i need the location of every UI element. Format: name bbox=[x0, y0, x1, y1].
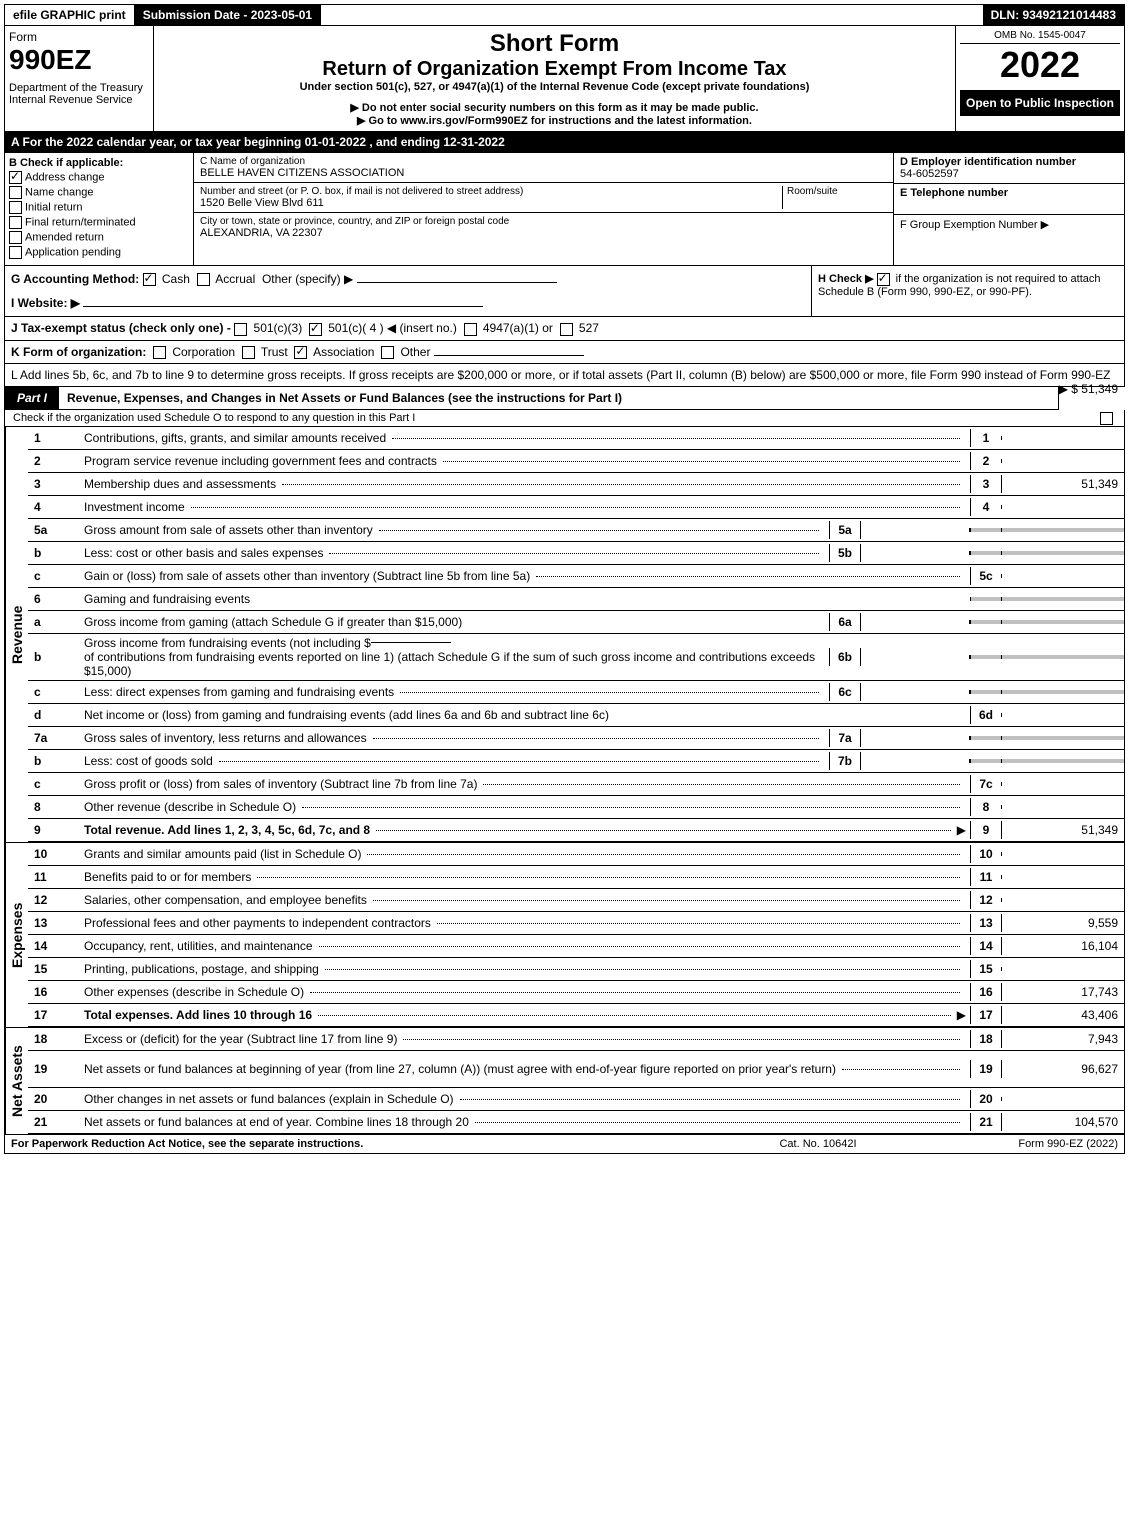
line-9-value: 51,349 bbox=[1001, 821, 1124, 839]
check-amended-return[interactable]: Amended return bbox=[9, 231, 189, 244]
net-assets-section: Net Assets 18Excess or (deficit) for the… bbox=[4, 1027, 1125, 1135]
ein-value: 54-6052597 bbox=[900, 168, 1118, 180]
city-label: City or town, state or province, country… bbox=[200, 216, 887, 227]
check-corporation[interactable] bbox=[153, 346, 166, 359]
check-final-return[interactable]: Final return/terminated bbox=[9, 216, 189, 229]
line-14-value: 16,104 bbox=[1001, 937, 1124, 955]
omb-number: OMB No. 1545-0047 bbox=[960, 30, 1120, 44]
check-address-change[interactable]: Address change bbox=[9, 171, 189, 184]
sidebar-expenses: Expenses bbox=[5, 843, 28, 1027]
line-16-value: 17,743 bbox=[1001, 983, 1124, 1001]
H-schedule-b: H Check ▶ if the organization is not req… bbox=[812, 266, 1124, 316]
page-footer: For Paperwork Reduction Act Notice, see … bbox=[4, 1135, 1125, 1154]
part-1-check: Check if the organization used Schedule … bbox=[4, 410, 1125, 427]
row-A-calendar-year: A For the 2022 calendar year, or tax yea… bbox=[4, 132, 1125, 153]
city-state-zip: ALEXANDRIA, VA 22307 bbox=[200, 227, 887, 239]
sidebar-revenue: Revenue bbox=[5, 427, 28, 842]
gross-receipts-amount: ▶ $ 51,349 bbox=[1059, 382, 1118, 396]
row-K-form-org: K Form of organization: Corporation Trus… bbox=[4, 341, 1125, 364]
line-13-value: 9,559 bbox=[1001, 914, 1124, 932]
col-D-ein: D Employer identification number 54-6052… bbox=[894, 153, 1124, 265]
efile-label[interactable]: efile GRAPHIC print bbox=[5, 5, 135, 25]
room-suite-label: Room/suite bbox=[782, 186, 887, 209]
goto-note[interactable]: ▶ Go to www.irs.gov/Form990EZ for instru… bbox=[158, 114, 951, 127]
line-21-value: 104,570 bbox=[1001, 1113, 1124, 1131]
short-form-title: Short Form bbox=[158, 30, 951, 58]
check-501c[interactable] bbox=[309, 323, 322, 336]
dept-label: Department of the Treasury Internal Reve… bbox=[9, 82, 149, 106]
subtitle: Under section 501(c), 527, or 4947(a)(1)… bbox=[158, 81, 951, 93]
website-row: I Website: ▶ bbox=[11, 296, 805, 310]
check-trust[interactable] bbox=[242, 346, 255, 359]
line-19-value: 96,627 bbox=[1001, 1060, 1124, 1078]
check-cash[interactable] bbox=[143, 273, 156, 286]
top-bar: efile GRAPHIC print Submission Date - 20… bbox=[4, 4, 1125, 26]
line-18-value: 7,943 bbox=[1001, 1030, 1124, 1048]
part-1-header: Part I Revenue, Expenses, and Changes in… bbox=[4, 387, 1059, 410]
form-label: Form bbox=[9, 30, 149, 44]
org-name: BELLE HAVEN CITIZENS ASSOCIATION bbox=[200, 167, 887, 179]
part-1-label: Part I bbox=[5, 387, 59, 409]
sidebar-net-assets: Net Assets bbox=[5, 1028, 28, 1134]
check-501c3[interactable] bbox=[234, 323, 247, 336]
telephone-label: E Telephone number bbox=[900, 187, 1118, 199]
section-BCD: B Check if applicable: Address change Na… bbox=[4, 153, 1125, 266]
C-name-label: C Name of organization bbox=[200, 156, 887, 167]
accounting-method: G Accounting Method: Cash Accrual Other … bbox=[11, 272, 805, 286]
revenue-section: Revenue 1Contributions, gifts, grants, a… bbox=[4, 427, 1125, 842]
form-number: 990EZ bbox=[9, 44, 149, 76]
expenses-section: Expenses 10Grants and similar amounts pa… bbox=[4, 842, 1125, 1027]
check-application-pending[interactable]: Application pending bbox=[9, 246, 189, 259]
line-3-value: 51,349 bbox=[1001, 475, 1124, 493]
paperwork-notice: For Paperwork Reduction Act Notice, see … bbox=[11, 1138, 718, 1150]
group-exemption-label: F Group Exemption Number ▶ bbox=[900, 218, 1118, 231]
form-id: Form 990-EZ (2022) bbox=[918, 1138, 1118, 1150]
street-address: 1520 Belle View Blvd 611 bbox=[200, 197, 782, 209]
submission-date: Submission Date - 2023-05-01 bbox=[135, 5, 321, 25]
row-GHI: G Accounting Method: Cash Accrual Other … bbox=[4, 266, 1125, 317]
check-accrual[interactable] bbox=[197, 273, 210, 286]
check-schedule-b[interactable] bbox=[877, 273, 890, 286]
ein-label: D Employer identification number bbox=[900, 156, 1118, 168]
street-label: Number and street (or P. O. box, if mail… bbox=[200, 186, 782, 197]
return-title: Return of Organization Exempt From Incom… bbox=[158, 58, 951, 81]
ssn-note: ▶ Do not enter social security numbers o… bbox=[158, 101, 951, 114]
check-527[interactable] bbox=[560, 323, 573, 336]
dln: DLN: 93492121014483 bbox=[983, 5, 1124, 25]
check-initial-return[interactable]: Initial return bbox=[9, 201, 189, 214]
open-to-public: Open to Public Inspection bbox=[960, 90, 1120, 116]
col-C-org-info: C Name of organization BELLE HAVEN CITIZ… bbox=[194, 153, 894, 265]
B-label: B Check if applicable: bbox=[9, 157, 189, 169]
check-other-org[interactable] bbox=[381, 346, 394, 359]
row-J-tax-exempt: J Tax-exempt status (check only one) - 5… bbox=[4, 317, 1125, 340]
part-1-title: Revenue, Expenses, and Changes in Net As… bbox=[59, 387, 1058, 409]
col-B-checkboxes: B Check if applicable: Address change Na… bbox=[5, 153, 194, 265]
row-L-gross-receipts: L Add lines 5b, 6c, and 7b to line 9 to … bbox=[4, 364, 1125, 387]
cat-no: Cat. No. 10642I bbox=[718, 1138, 918, 1150]
check-association[interactable] bbox=[294, 346, 307, 359]
check-schedule-o-part1[interactable] bbox=[1100, 412, 1113, 425]
form-header: Form 990EZ Department of the Treasury In… bbox=[4, 26, 1125, 132]
check-name-change[interactable]: Name change bbox=[9, 186, 189, 199]
check-4947[interactable] bbox=[464, 323, 477, 336]
tax-year: 2022 bbox=[960, 44, 1120, 86]
line-17-value: 43,406 bbox=[1001, 1006, 1124, 1024]
